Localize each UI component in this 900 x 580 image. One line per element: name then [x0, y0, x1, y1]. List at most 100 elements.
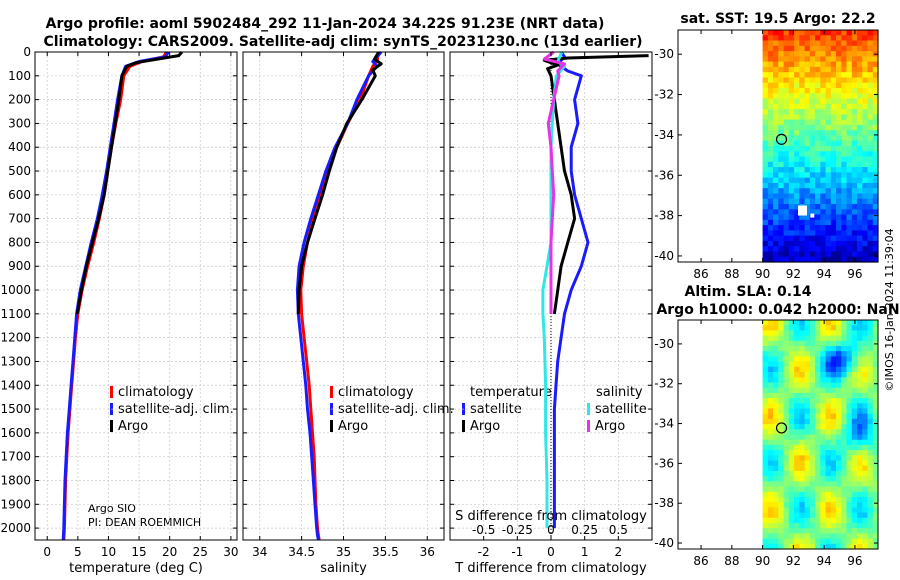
map-cell: [857, 408, 863, 415]
map-cell: [841, 130, 848, 137]
map-cell: [857, 177, 863, 184]
map-cell: [804, 214, 811, 221]
map-cell: [857, 246, 863, 253]
map-cell: [820, 444, 827, 451]
map-cell: [783, 45, 790, 52]
map-cell: [872, 30, 879, 36]
map-cell: [846, 392, 853, 399]
map-cell: [857, 230, 863, 237]
map-cell: [872, 346, 879, 352]
map-cell: [825, 124, 832, 131]
map-cell: [857, 335, 863, 342]
map-cell: [809, 403, 816, 410]
map-cell: [809, 346, 816, 352]
map-cell: [867, 476, 874, 482]
map-cell: [809, 398, 816, 404]
map-cell: [783, 188, 790, 195]
map-cell: [820, 538, 827, 545]
y-tick-label: -38: [654, 496, 674, 510]
map-cell: [799, 82, 806, 89]
map-cell: [820, 119, 827, 126]
map-cell: [794, 392, 800, 399]
map-cell: [794, 413, 800, 420]
y-tick-label: -36: [654, 168, 674, 182]
map-cell: [836, 240, 842, 247]
map-cell: [857, 240, 863, 247]
map-cell: [820, 72, 827, 79]
map-cell: [862, 177, 869, 184]
map-cell: [872, 497, 879, 503]
map-cell: [773, 146, 779, 152]
map-cell: [804, 403, 811, 410]
map-cell: [794, 517, 800, 524]
map-cell: [846, 56, 853, 63]
map-cell: [804, 135, 811, 142]
map-cell: [815, 413, 821, 420]
map-cell: [836, 56, 842, 63]
map-cell: [783, 497, 790, 503]
map-cell: [857, 366, 863, 373]
map-cell: [841, 512, 848, 519]
map-cell: [794, 533, 800, 540]
map-cell: [773, 387, 779, 394]
map-cell: [836, 543, 842, 550]
map-cell: [815, 392, 821, 399]
map-cell: [809, 382, 816, 389]
map-cell: [788, 240, 795, 247]
y-tick-label: 400: [8, 140, 31, 154]
map-cell: [830, 77, 837, 84]
map-cell: [778, 146, 785, 152]
map-cell: [820, 424, 827, 430]
map-cell: [841, 538, 848, 545]
sst-map-title: sat. SST: 19.5 Argo: 22.2: [680, 11, 875, 27]
map-cell: [773, 330, 779, 337]
map-cell: [825, 103, 832, 110]
map-cell: [851, 35, 858, 42]
map-cell: [841, 403, 848, 410]
map-cell: [846, 470, 853, 477]
map-cell: [788, 225, 795, 231]
y-tick-label: 300: [8, 116, 31, 130]
map-cell: [830, 177, 837, 184]
map-cell: [809, 481, 816, 488]
map-cell: [783, 491, 790, 498]
map-cell: [778, 204, 785, 210]
map-cell: [778, 161, 785, 168]
series-line-t-satellite: [552, 51, 590, 529]
map-cell: [867, 135, 874, 142]
map-cell: [846, 444, 853, 451]
map-cell: [857, 219, 863, 226]
map-cell: [867, 88, 874, 94]
map-cell: [788, 61, 795, 68]
map-cell: [862, 460, 869, 467]
map-cell: [788, 460, 795, 467]
map-cell: [851, 444, 858, 451]
map-cell: [830, 98, 837, 105]
map-cell: [841, 408, 848, 415]
map-cell: [799, 130, 806, 137]
map-cell: [809, 497, 816, 503]
map-cell: [820, 146, 827, 152]
map-cell: [862, 528, 869, 534]
map-cell: [836, 214, 842, 221]
map-cell: [867, 465, 874, 472]
map-cell: [809, 444, 816, 451]
map-cell: [820, 225, 827, 231]
map-cell: [809, 114, 816, 121]
map-cell: [783, 502, 790, 508]
map-cell: [799, 335, 806, 342]
map-cell: [809, 93, 816, 100]
map-cell: [862, 340, 869, 347]
map-cell: [783, 61, 790, 68]
map-cell: [788, 188, 795, 195]
map-cell: [851, 103, 858, 110]
map-cell: [836, 177, 842, 184]
map-cell: [825, 382, 832, 389]
map-cell: [767, 372, 774, 378]
map-cell: [830, 497, 837, 503]
map-cell: [867, 246, 874, 253]
x-tick-label: 86: [693, 267, 708, 281]
map-cell: [804, 240, 811, 247]
map-cell: [836, 82, 842, 89]
map-cell: [872, 209, 879, 216]
